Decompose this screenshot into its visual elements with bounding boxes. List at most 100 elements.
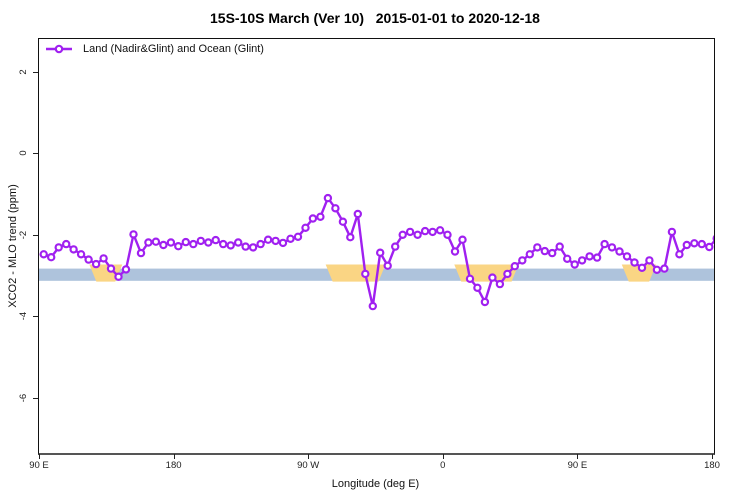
data-point (615, 247, 624, 256)
data-point (503, 269, 512, 279)
legend-line-marker-icon (46, 44, 72, 54)
x-axis-title: Longitude (deg E) (331, 478, 420, 490)
data-point (548, 248, 557, 258)
data-point (308, 214, 318, 223)
data-point (211, 235, 220, 245)
data-point (667, 227, 677, 237)
y-tick-label: 2 (18, 69, 29, 75)
data-point (675, 250, 684, 259)
data-point (241, 242, 250, 251)
data-point (301, 223, 310, 232)
x-tick (442, 454, 444, 459)
data-point (458, 235, 467, 244)
data-point (361, 269, 370, 279)
y-tick (33, 316, 38, 318)
y-tick (33, 71, 38, 73)
data-point (637, 263, 647, 272)
x-tick (712, 454, 713, 459)
x-tick-label: 90 E (567, 460, 588, 471)
x-tick-label: 0 (440, 460, 446, 471)
data-point (263, 235, 273, 244)
data-point (54, 243, 63, 252)
data-point (391, 242, 400, 251)
legend: Land (Nadir&Glint) and Ocean (Glint) (44, 43, 264, 55)
plot-area (38, 38, 715, 455)
data-point (226, 241, 235, 250)
data-point (645, 256, 654, 265)
data-point (204, 238, 213, 247)
data-point (473, 283, 482, 292)
data-point (353, 209, 362, 219)
data-point (607, 243, 617, 252)
data-point (99, 254, 108, 263)
legend-label: Land (Nadir&Glint) and Ocean (Glint) (83, 43, 264, 55)
data-point (181, 237, 190, 247)
chart-canvas (39, 193, 714, 311)
data-point (705, 242, 714, 252)
data-point (174, 241, 183, 251)
data-point (189, 239, 198, 249)
data-point (622, 252, 632, 261)
data-point (383, 261, 392, 270)
data-point (600, 239, 609, 249)
data-point (570, 260, 579, 269)
y-tick-label: -6 (18, 393, 29, 403)
data-point (555, 242, 564, 251)
data-point (435, 226, 445, 235)
data-point (278, 238, 288, 248)
data-point (563, 254, 572, 263)
data-point (495, 279, 505, 289)
x-tick-label: 90 E (29, 460, 49, 471)
data-point (323, 193, 333, 203)
x-tick (308, 454, 310, 459)
x-tick (39, 454, 40, 459)
data-point (630, 258, 639, 267)
data-point (697, 239, 707, 249)
data-point (76, 250, 86, 259)
data-point (331, 204, 340, 213)
data-point (690, 239, 699, 248)
data-point (62, 239, 71, 249)
y-tick-label: 0 (18, 150, 29, 157)
y-tick (33, 398, 38, 399)
data-point (248, 243, 258, 252)
y-tick-label: -2 (18, 230, 29, 240)
x-tick-label: 180 (165, 460, 182, 471)
y-tick-label: -4 (18, 312, 29, 321)
data-point (398, 230, 407, 239)
orange-highlight-band (325, 264, 386, 282)
orange-highlight-band (621, 264, 657, 282)
data-point (121, 265, 131, 274)
data-point (91, 259, 101, 269)
data-point (166, 238, 176, 247)
data-point (682, 240, 692, 250)
data-point (450, 247, 460, 256)
data-point (443, 230, 452, 239)
data-point (413, 230, 422, 239)
data-point (420, 226, 430, 236)
data-point (428, 227, 437, 237)
data-point (151, 237, 161, 246)
x-tick (577, 454, 579, 459)
data-point (338, 217, 348, 226)
data-point (69, 245, 78, 254)
data-point (592, 253, 602, 262)
data-point (218, 239, 228, 249)
data-point (480, 297, 490, 307)
data-point (316, 212, 325, 221)
data-point (47, 252, 56, 262)
data-point (585, 252, 594, 261)
x-tick (173, 454, 175, 459)
data-point (660, 264, 669, 273)
y-tick (33, 234, 38, 236)
data-point (510, 261, 519, 271)
data-point (233, 238, 243, 247)
chart-title: 15S-10S March (Ver 10) 2015-01-01 to 202… (210, 10, 540, 26)
data-point (39, 250, 48, 259)
data-point (652, 265, 662, 274)
data-point (376, 248, 385, 257)
data-point (293, 232, 303, 241)
data-point (286, 234, 295, 243)
data-point (488, 273, 497, 282)
